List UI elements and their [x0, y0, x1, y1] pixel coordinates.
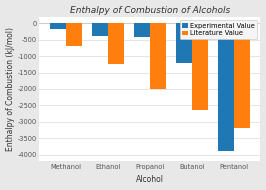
X-axis label: Alcohol: Alcohol — [136, 175, 164, 184]
Bar — [150, 23, 166, 89]
Bar — [192, 23, 208, 110]
Y-axis label: Enthalpy of Combustion (kJ/mol): Enthalpy of Combustion (kJ/mol) — [6, 27, 15, 151]
Bar — [108, 23, 124, 64]
Legend: Experimental Value, Literature Value: Experimental Value, Literature Value — [180, 20, 257, 39]
Bar — [218, 23, 234, 151]
Bar — [92, 23, 108, 36]
Bar — [49, 23, 65, 29]
Bar — [134, 23, 150, 37]
Bar — [234, 23, 250, 128]
Title: Enthalpy of Combustion of Alcohols: Enthalpy of Combustion of Alcohols — [70, 6, 230, 15]
Bar — [65, 23, 82, 46]
Bar — [176, 23, 192, 63]
